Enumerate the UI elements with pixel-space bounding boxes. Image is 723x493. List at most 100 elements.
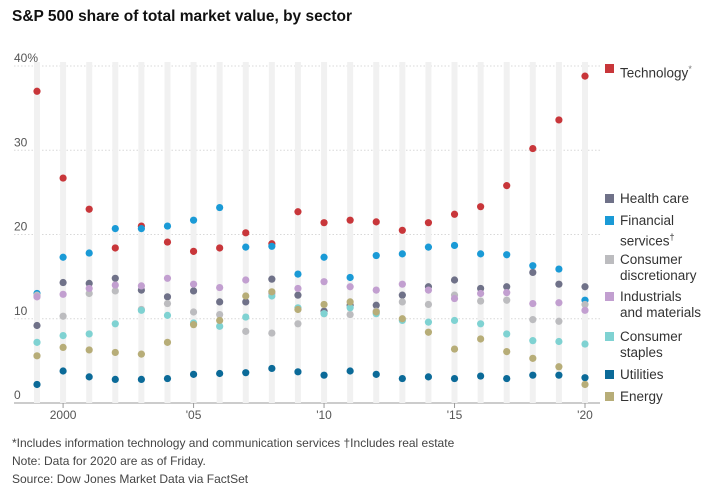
data-point: [163, 374, 172, 383]
data-point: [111, 375, 119, 384]
y-axis-ticks: 40% 30 20 10 0: [14, 51, 38, 402]
data-point: [346, 283, 354, 291]
legend-label: Consumer staples: [620, 329, 683, 360]
data-point: [372, 251, 380, 260]
y-tick-label: 10: [14, 304, 28, 318]
data-point: [85, 373, 93, 381]
data-point: [268, 288, 276, 296]
x-tick-label: '10: [316, 408, 332, 422]
footnote-source: Source: Dow Jones Market Data via FactSe…: [12, 472, 249, 486]
data-point: [529, 144, 537, 153]
data-point: [529, 268, 537, 277]
data-point: [33, 338, 41, 346]
data-point: [555, 280, 563, 288]
data-point: [137, 225, 145, 233]
data-point: [503, 348, 511, 356]
data-point: [85, 205, 93, 213]
legend-swatch: [605, 216, 614, 225]
data-point: [424, 219, 433, 227]
data-point: [477, 335, 485, 343]
data-point: [268, 329, 276, 337]
year-column: [529, 62, 536, 403]
data-point: [137, 306, 145, 314]
data-point: [242, 243, 250, 251]
data-point: [581, 380, 589, 389]
data-point: [111, 281, 119, 289]
year-column: [190, 62, 197, 403]
data-point: [477, 250, 485, 258]
data-point: [503, 283, 511, 291]
data-point: [216, 369, 224, 378]
data-point: [555, 299, 563, 307]
year-column: [164, 62, 171, 403]
data-point: [189, 280, 198, 288]
legend-item: Financial services†: [605, 213, 723, 250]
data-point: [163, 293, 172, 301]
year-column: [294, 62, 301, 403]
data-point: [242, 229, 250, 237]
year-column: [112, 62, 119, 403]
data-point: [450, 316, 459, 325]
data-point: [450, 294, 459, 303]
data-point: [346, 367, 354, 375]
data-point: [372, 308, 380, 316]
legend-swatch: [605, 255, 614, 264]
data-point: [294, 291, 302, 299]
data-point: [555, 371, 563, 379]
data-point: [424, 300, 433, 309]
x-axis-ticks: 2000 '05 '10 '15 '20: [50, 403, 593, 422]
x-tick-label: 2000: [50, 408, 77, 422]
data-point: [477, 289, 485, 298]
data-point: [33, 321, 41, 330]
data-point: [242, 369, 250, 377]
year-column: [138, 62, 145, 403]
data-point: [59, 290, 67, 298]
data-point: [294, 320, 302, 328]
data-point: [372, 286, 380, 294]
data-point: [529, 371, 537, 379]
x-tick-label: '15: [447, 408, 463, 422]
data-point: [398, 374, 406, 383]
data-point: [320, 219, 328, 227]
legend-label: Financial services†: [620, 213, 675, 249]
legend-label: Energy: [620, 389, 663, 404]
data-point: [294, 368, 302, 376]
data-point: [398, 298, 406, 306]
data-point: [503, 182, 511, 190]
data-point: [242, 276, 250, 284]
data-point: [268, 275, 276, 283]
data-point: [555, 265, 563, 273]
data-point: [398, 250, 406, 258]
data-point: [268, 242, 276, 250]
data-point: [503, 251, 511, 259]
year-column: [425, 62, 432, 403]
data-point: [137, 282, 145, 290]
data-point: [163, 299, 172, 308]
legend-item: Technology*: [605, 61, 723, 82]
footnote-definitions: *Includes information technology and com…: [12, 436, 455, 450]
data-point: [581, 306, 589, 314]
data-point: [59, 332, 67, 340]
legend-item: Consumer staples: [605, 329, 723, 361]
x-tick-label: '05: [186, 408, 202, 422]
y-tick-label: 30: [14, 135, 28, 149]
data-point: [424, 243, 433, 251]
data-point: [555, 116, 563, 124]
data-point: [346, 298, 354, 306]
data-point: [242, 298, 250, 306]
data-point: [581, 283, 589, 291]
data-point: [268, 364, 276, 373]
data-point: [85, 289, 93, 298]
data-point: [216, 322, 224, 330]
data-point: [477, 372, 485, 380]
x-tick-label: '20: [577, 408, 593, 422]
data-point: [503, 374, 511, 383]
data-point: [111, 244, 119, 252]
data-point: [529, 299, 537, 308]
data-point: [111, 225, 119, 233]
data-point: [477, 203, 485, 211]
data-point: [33, 293, 41, 301]
data-point: [294, 208, 302, 216]
data-point: [59, 343, 67, 351]
gridlines: [14, 65, 600, 404]
